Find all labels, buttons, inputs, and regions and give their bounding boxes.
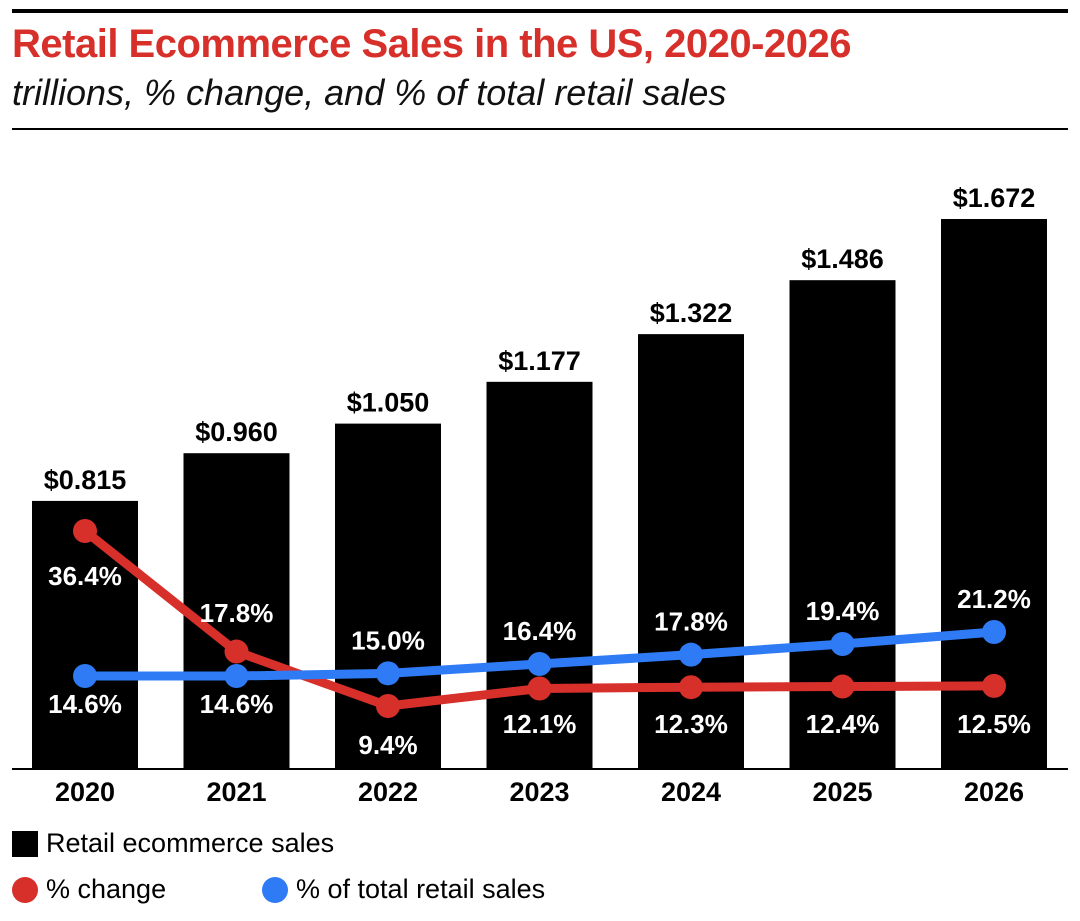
share-point-2020 [73,664,97,688]
share-label-2022: 15.0% [351,625,425,655]
change-label-2020: 36.4% [48,561,122,591]
legend: Retail ecommerce sales % change % of tot… [12,828,1072,918]
legend-item-change: % change [12,874,166,905]
share-label-2020: 14.6% [48,689,122,719]
share-label-2021: 14.6% [200,689,274,719]
change-point-2024 [679,675,703,700]
x-tick-label-2023: 2023 [509,777,569,807]
change-label-2021: 17.8% [200,598,274,628]
bar-value-label-2026: $1.672 [953,183,1036,213]
x-tick-label-2024: 2024 [661,777,721,807]
change-label-2024: 12.3% [654,709,728,739]
change-point-2021 [224,639,249,664]
x-tick-label-2021: 2021 [206,777,266,807]
change-point-2023 [527,676,552,701]
bar-value-label-2023: $1.177 [498,346,581,376]
x-tick-label-2022: 2022 [358,777,418,807]
change-point-2020 [73,519,97,543]
bar-value-label-2021: $0.960 [195,417,278,447]
share-label-2023: 16.4% [503,616,577,646]
legend-label-sales: Retail ecommerce sales [46,828,335,858]
bar-2020 [32,500,138,769]
share-label-2026: 21.2% [957,584,1031,614]
change-point-2025 [830,674,855,699]
x-tick-label-2026: 2026 [964,777,1024,807]
share-point-2022 [376,661,400,686]
top-rule [12,9,1068,13]
legend-label-share: % of total retail sales [296,874,546,904]
share-label-2024: 17.8% [654,607,728,637]
share-point-2026 [982,620,1006,644]
change-point-2026 [982,673,1006,698]
chart-title: Retail Ecommerce Sales in the US, 2020-2… [12,22,851,66]
share-point-2024 [679,642,703,667]
share-point-2025 [830,632,855,656]
chart-subtitle: trillions, % change, and % of total reta… [12,72,727,113]
bar-value-label-2020: $0.815 [44,465,127,495]
subtitle-rule [12,128,1068,130]
chart-area: $0.815 $0.960 $1.050 $1.177 $1.322 $1.486 $1.6… [12,183,1068,807]
change-label-2022: 9.4% [358,730,417,760]
legend-swatch-square-icon [12,830,38,857]
share-point-2023 [527,652,552,676]
x-tick-label-2025: 2025 [812,777,872,807]
bar-2021 [183,453,290,769]
change-label-2025: 12.4% [806,709,880,739]
share-point-2021 [224,664,249,688]
legend-item-share: % of total retail sales [262,874,545,905]
bar-2024 [638,334,744,769]
legend-item-sales: Retail ecommerce sales [12,828,334,859]
legend-label-change: % change [46,874,167,904]
legend-dot-red-icon [12,876,38,903]
share-label-2025: 19.4% [806,596,880,626]
change-label-2023: 12.1% [503,709,577,739]
legend-dot-blue-icon [262,876,288,903]
x-tick-label-2020: 2020 [55,777,115,807]
change-point-2022 [376,694,400,718]
bar-value-label-2024: $1.322 [650,298,733,328]
change-label-2026: 12.5% [957,709,1031,739]
bar-value-label-2022: $1.050 [347,388,430,418]
bar-value-label-2025: $1.486 [801,244,884,274]
bar-2023 [486,381,593,769]
